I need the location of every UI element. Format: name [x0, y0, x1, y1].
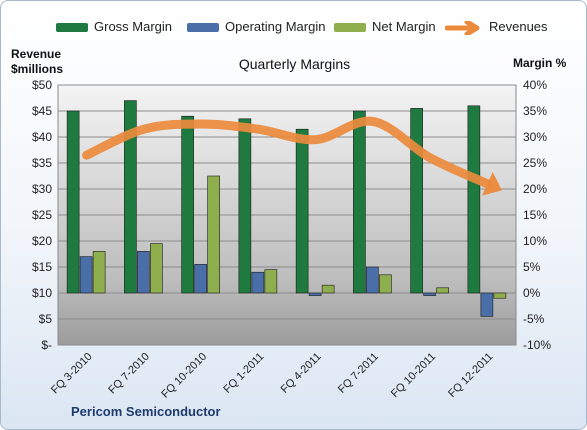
right-axis-tick-label: -10%	[523, 338, 551, 352]
operating-margin-bar	[79, 256, 93, 294]
category-label: FQ 4-2011	[279, 351, 324, 396]
legend-label-revenues: Revenues	[489, 19, 548, 34]
right-axis-tick-label: 25%	[523, 156, 547, 170]
right-axis-tick-label: 30%	[523, 130, 547, 144]
category-label: FQ 1-2011	[221, 351, 266, 396]
gross-margin-bar	[124, 100, 137, 294]
operating-margin-bar	[137, 251, 150, 294]
net-margin-bar	[207, 175, 220, 294]
left-axis-tick-label: $35	[32, 156, 52, 170]
legend-swatch-net-margin	[334, 23, 366, 33]
net-margin-bar	[264, 269, 278, 294]
legend-label-gross-margin: Gross Margin	[94, 19, 173, 34]
net-margin-bar	[321, 284, 335, 294]
net-margin-bar	[150, 243, 163, 294]
operating-margin-bar	[251, 271, 265, 294]
right-axis-title: Margin %	[513, 56, 567, 70]
operating-margin-bar	[423, 292, 436, 296]
gross-margin-bar	[238, 118, 252, 294]
left-axis-tick-label: $30	[32, 182, 52, 196]
net-margin-bar	[436, 287, 449, 294]
legend-item-net-margin: Net Margin	[334, 19, 436, 34]
category-label: FQ 3-2010	[49, 351, 95, 397]
right-axis-tick-label: 35%	[523, 104, 547, 118]
right-axis-tick-label: 40%	[523, 78, 547, 92]
category-label: FQ 7-2011	[336, 351, 381, 396]
gross-margin-bar	[467, 105, 481, 294]
right-axis-tick-label: 15%	[523, 208, 547, 222]
operating-margin-bar	[366, 266, 379, 294]
legend-arrow-icon	[444, 19, 480, 37]
gross-margin-bar	[181, 115, 194, 294]
left-axis-tick-label: $10	[32, 286, 52, 300]
left-axis-title: Revenue $millions	[11, 47, 63, 77]
gross-margin-bar	[410, 108, 423, 294]
left-axis-tick-label: $40	[32, 130, 52, 144]
net-margin-bar	[493, 292, 507, 299]
net-margin-bar	[92, 251, 106, 294]
gross-margin-bar	[295, 128, 309, 294]
legend-swatch-gross-margin	[56, 23, 88, 33]
left-axis-tick-label: $5	[39, 312, 53, 326]
left-axis-tick-label: $25	[32, 208, 52, 222]
left-axis-tick-label: $20	[32, 234, 52, 248]
operating-margin-bar	[308, 292, 322, 296]
revenues-arrowhead	[481, 171, 502, 196]
right-axis-tick-label: -5%	[523, 312, 545, 326]
gross-margin-bar	[66, 110, 80, 294]
legend-item-revenues: Revenues	[444, 19, 548, 37]
operating-margin-bar	[480, 292, 494, 317]
legend-item-gross-margin: Gross Margin	[56, 19, 172, 34]
legend-item-operating-margin: Operating Margin	[187, 19, 325, 34]
legend-swatch-operating-margin	[187, 23, 219, 33]
legend-label-operating-margin: Operating Margin	[225, 19, 326, 34]
category-label: FQ 10-2011	[389, 351, 438, 400]
net-margin-bar	[379, 274, 392, 294]
left-axis-title-line-1: Revenue	[11, 47, 62, 61]
right-axis-tick-label: 5%	[523, 260, 541, 274]
category-label: FQ 10-2010	[159, 351, 209, 401]
left-axis-tick-label: $50	[32, 78, 52, 92]
left-axis-tick-label: $45	[32, 104, 52, 118]
right-axis-tick-label: 10%	[523, 234, 547, 248]
operating-margin-bar	[194, 264, 207, 294]
gross-margin-bar	[353, 110, 366, 294]
left-axis-tick-label: $-	[41, 338, 52, 352]
right-axis-tick-label: 20%	[523, 182, 547, 196]
right-axis-tick-label: 0%	[523, 286, 541, 300]
revenues-line	[82, 116, 492, 189]
category-label: FQ 12-2011	[446, 351, 495, 400]
left-axis-title-line-2: $millions	[11, 62, 64, 76]
left-axis-tick-label: $15	[32, 260, 52, 274]
legend: Gross Margin Operating Margin Net Margin…	[1, 17, 586, 39]
chart-title: Quarterly Margins	[238, 56, 351, 72]
legend-label-net-margin: Net Margin	[372, 19, 436, 34]
category-label: FQ 7-2010	[106, 351, 152, 397]
company-name: Pericom Semiconductor	[71, 404, 221, 419]
